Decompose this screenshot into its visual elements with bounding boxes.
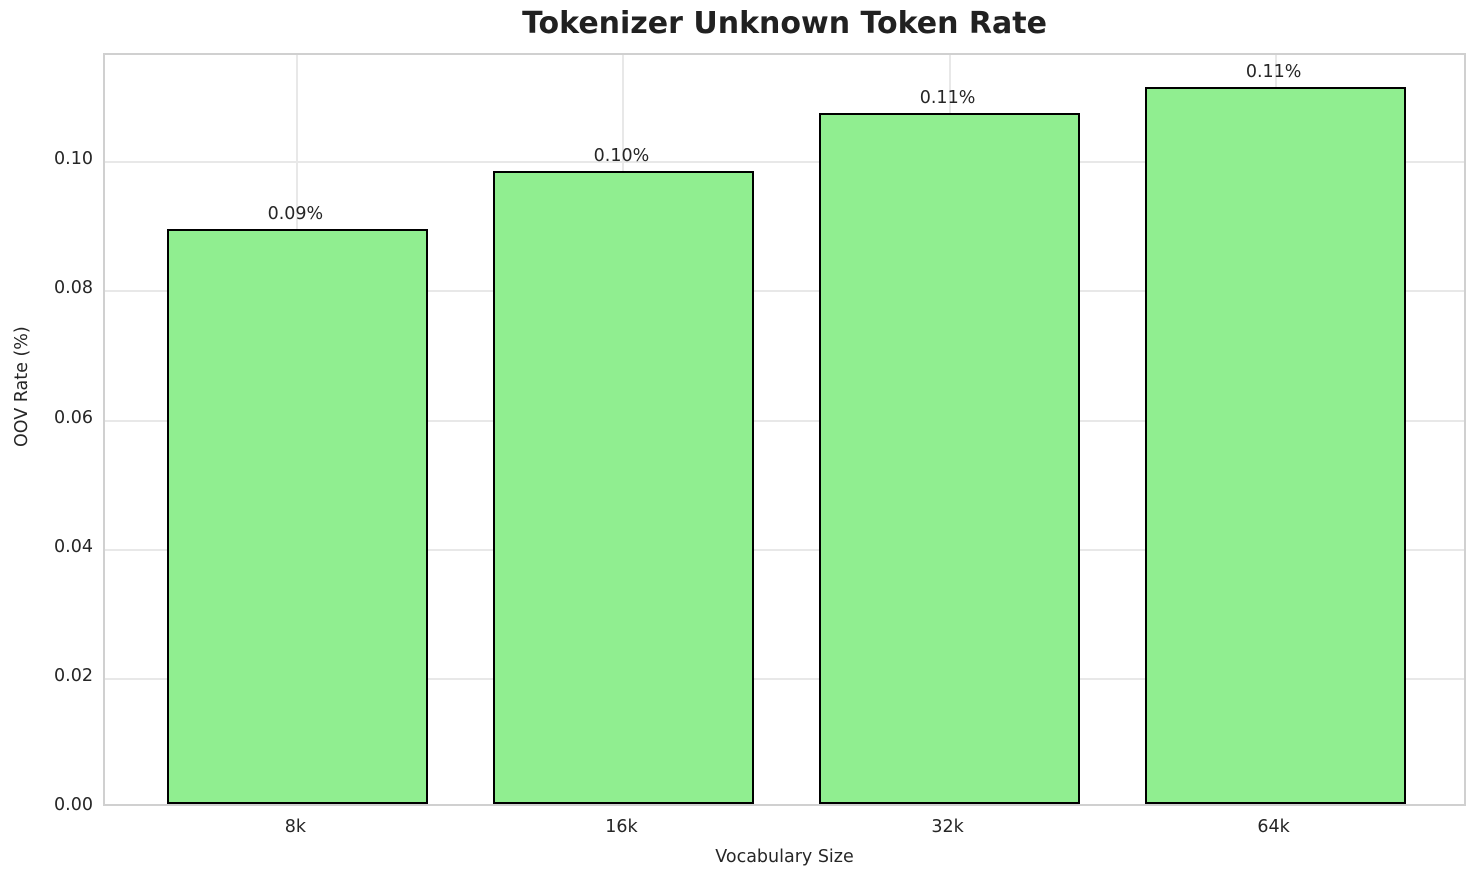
- y-tick-label: 0.10: [54, 149, 93, 170]
- bar-value-label: 0.11%: [1245, 62, 1302, 83]
- y-tick-label: 0.02: [54, 665, 93, 686]
- x-tick-label: 16k: [605, 817, 638, 837]
- bar-value-label: 0.10%: [593, 146, 650, 167]
- bar-16k: [493, 171, 754, 804]
- y-gridline: [105, 290, 1464, 293]
- bar-8k: [166, 229, 428, 804]
- bar-32k: [819, 113, 1080, 804]
- y-gridline: [105, 677, 1464, 680]
- x-axis-label: Vocabulary Size: [715, 847, 854, 867]
- x-tick-label: 8k: [284, 817, 307, 837]
- y-tick-label: 0.00: [54, 795, 93, 815]
- y-gridline: [105, 161, 1464, 164]
- y-tick-label: 0.08: [54, 278, 93, 299]
- y-tick-label: 0.04: [54, 536, 93, 557]
- bar-value-label: 0.11%: [919, 87, 976, 108]
- plot-area: [103, 53, 1466, 806]
- x-tick-label: 32k: [931, 817, 964, 837]
- chart-title: Tokenizer Unknown Token Rate: [522, 6, 1047, 41]
- y-gridline: [105, 419, 1464, 422]
- y-tick-label: 0.06: [54, 407, 93, 428]
- x-tick-label: 64k: [1257, 817, 1290, 837]
- bar-64k: [1145, 87, 1407, 804]
- bar-value-label: 0.09%: [267, 204, 324, 225]
- y-gridline: [105, 548, 1464, 551]
